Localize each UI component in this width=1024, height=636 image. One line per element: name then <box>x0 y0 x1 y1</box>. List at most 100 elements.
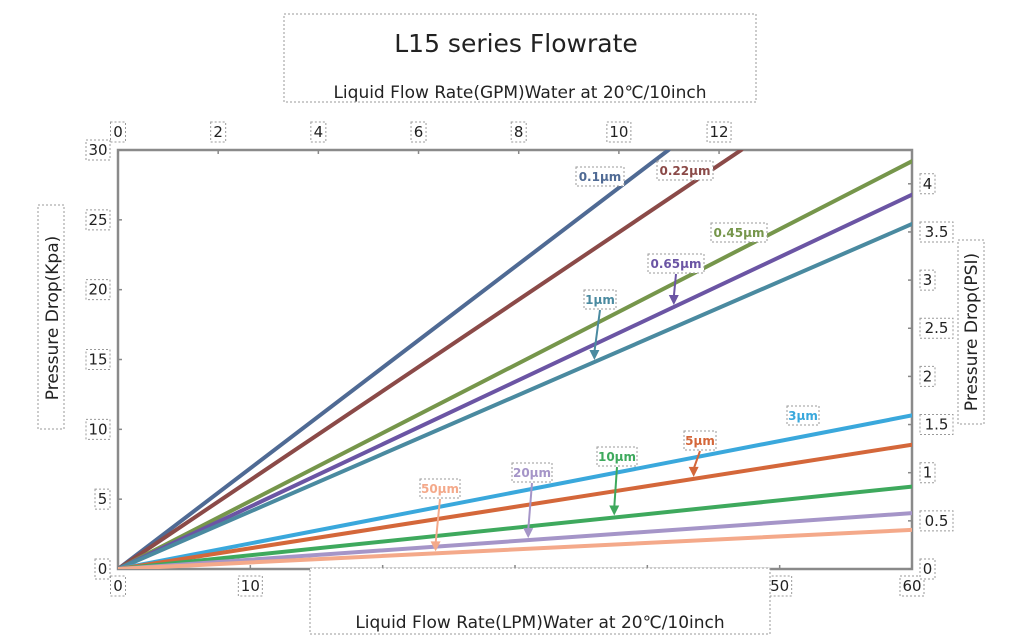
series-label-box-2 <box>710 222 768 243</box>
y-right-tick-label: 3 <box>923 271 933 289</box>
x-bottom-tick-label: 0 <box>113 577 123 595</box>
y-left-tick-label: 15 <box>88 351 107 369</box>
series-label-arrow-4 <box>593 309 601 353</box>
y-right-tick-label-box <box>919 365 936 387</box>
y-right-tick-label-box <box>919 510 954 532</box>
y-left-tick-label: 25 <box>88 211 107 229</box>
series-label-8: 20μm <box>513 466 551 480</box>
series-line-2 <box>118 159 912 569</box>
series-label-0: 0.1μm <box>579 170 622 184</box>
x-top-tick-label: 2 <box>213 123 223 141</box>
y-left-tick-label: 5 <box>98 490 108 508</box>
right-axis-label-box <box>957 239 985 425</box>
title-box <box>283 13 757 103</box>
x-top-tick-label-box <box>110 121 126 143</box>
x-top-tick-label: 12 <box>710 123 729 141</box>
y-left-tick-label-box <box>85 209 111 231</box>
series-line-7 <box>118 484 912 569</box>
series-label-arrowhead-4 <box>589 350 600 361</box>
series-line-8 <box>118 511 912 569</box>
y-right-tick-label-box <box>919 414 954 436</box>
chart-title: L15 series Flowrate <box>394 29 638 58</box>
series-label-box-5 <box>786 405 820 426</box>
series-label-4: 1μm <box>585 293 615 307</box>
series-label-box-1 <box>656 160 714 181</box>
series-label-arrow-8 <box>527 482 533 531</box>
y-right-tick-label: 1 <box>923 464 933 482</box>
y-right-tick-label-box <box>919 173 936 195</box>
series-line-6 <box>118 442 912 569</box>
x-top-tick-label: 0 <box>113 123 123 141</box>
x-top-tick-label-box <box>210 121 227 143</box>
y-left-tick-label-box <box>85 139 111 161</box>
y-right-tick-label: 2 <box>923 367 933 385</box>
y-right-tick-label-box <box>919 558 936 580</box>
series-label-arrowhead-7 <box>609 505 620 516</box>
x-top-tick-label-box <box>510 121 527 143</box>
x-bottom-tick-label-box <box>110 575 126 597</box>
series-line-4 <box>118 222 912 569</box>
y-right-tick-label: 4 <box>923 175 933 193</box>
series-label-arrow-9 <box>434 498 441 544</box>
x-top-tick-label-box <box>410 121 427 143</box>
x-bottom-tick-label: 60 <box>902 577 921 595</box>
x-top-tick-label-box <box>706 121 732 143</box>
x-top-tick-label-box <box>310 121 327 143</box>
y-right-tick-label-box <box>919 462 936 484</box>
series-label-9: 50μm <box>421 482 459 496</box>
x-bottom-tick-label-box <box>237 575 263 597</box>
series-line-9 <box>118 527 912 569</box>
y-left-tick-label: 0 <box>98 560 108 578</box>
y-left-tick-label-box <box>85 279 111 301</box>
series-label-arrow-6 <box>692 450 701 470</box>
y-left-tick-label: 10 <box>88 420 107 438</box>
left-axis-label-box <box>37 204 65 430</box>
x-bottom-tick-label-box <box>899 575 925 597</box>
series-label-box-9 <box>419 478 461 499</box>
top-axis-label: Liquid Flow Rate(GPM)Water at 20℃/10inch <box>333 83 706 103</box>
y-right-tick-label: 1.5 <box>925 416 949 434</box>
series-label-arrowhead-6 <box>688 466 699 477</box>
series-label-box-7 <box>596 446 638 467</box>
y-right-tick-label: 0.5 <box>925 512 949 530</box>
right-axis-label: Pressure Drop(PSI) <box>962 253 982 411</box>
series-line-5 <box>118 413 912 569</box>
series-label-6: 5μm <box>685 434 715 448</box>
series-label-box-6 <box>683 430 717 451</box>
left-axis-label: Pressure Drop(Kpa) <box>43 236 63 401</box>
series-label-1: 0.22μm <box>660 164 711 178</box>
series-label-arrow-3 <box>672 273 677 298</box>
y-left-tick-label-box <box>94 488 111 510</box>
y-right-tick-label-box <box>919 221 954 243</box>
bottom-axis-label: Liquid Flow Rate(LPM)Water at 20℃/10inch <box>355 613 724 633</box>
series-label-2: 0.45μm <box>714 226 765 240</box>
y-left-tick-label: 20 <box>88 281 107 299</box>
x-top-tick-label: 8 <box>514 123 524 141</box>
y-right-tick-label: 3.5 <box>925 223 949 241</box>
series-label-arrowhead-9 <box>430 541 441 552</box>
x-top-tick-label: 4 <box>314 123 324 141</box>
series-label-arrowhead-8 <box>523 528 534 539</box>
series-label-arrow-7 <box>613 466 618 508</box>
y-left-tick-label-box <box>85 418 111 440</box>
series-label-box-3 <box>647 253 705 274</box>
y-right-tick-label-box <box>919 269 936 291</box>
x-top-tick-label: 6 <box>414 123 424 141</box>
series-label-box-8 <box>511 462 553 483</box>
series-line-3 <box>118 192 912 569</box>
series-label-box-0 <box>575 166 625 187</box>
y-left-tick-label: 30 <box>88 141 107 159</box>
series-label-box-4 <box>583 289 617 310</box>
series-line-0 <box>118 150 671 569</box>
y-right-tick-label: 2.5 <box>925 319 949 337</box>
bottom-axis-label-box <box>309 567 771 635</box>
y-left-tick-label-box <box>85 349 111 370</box>
x-top-tick-label: 10 <box>609 123 628 141</box>
series-label-arrowhead-3 <box>668 294 679 305</box>
series-label-7: 10μm <box>598 450 636 464</box>
series-label-3: 0.65μm <box>651 257 702 271</box>
y-left-tick-label-box <box>94 558 111 580</box>
series-line-1 <box>118 150 744 569</box>
series-label-5: 3μm <box>788 409 818 423</box>
